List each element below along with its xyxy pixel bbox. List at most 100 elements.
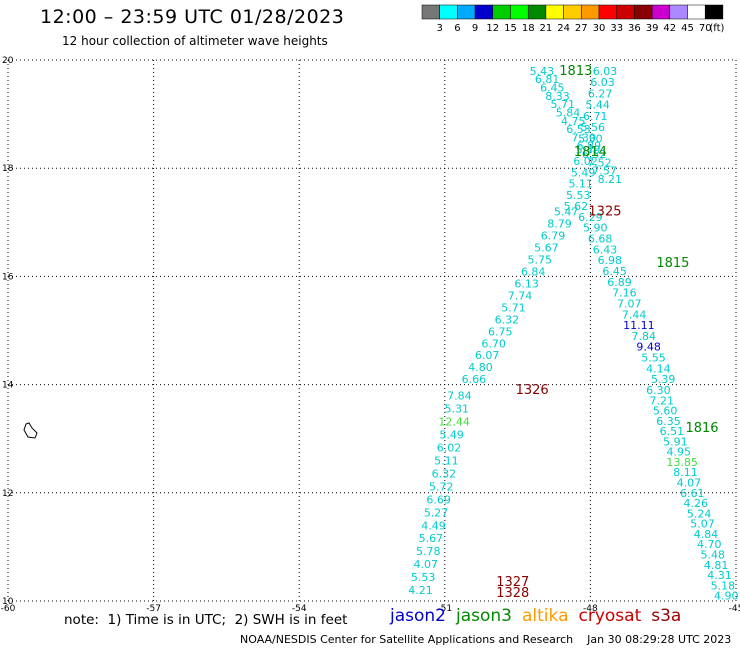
wave-height-value: 6.79 — [541, 229, 566, 242]
wave-height-value: 7.30 — [571, 131, 596, 144]
wave-height-value: 7.16 — [612, 287, 637, 300]
wave-height-value: 5.71 — [501, 301, 526, 314]
wave-height-value: 5.53 — [411, 571, 436, 584]
wave-height-value: 5.67 — [534, 241, 559, 254]
wave-height-value: 7.21 — [649, 394, 674, 407]
wave-height-value: 6.32 — [432, 467, 457, 480]
color-scale-bar: 3 6 9 12 15 18 21 24 27 30 33 36 39 42 45 70(ft) — [421, 4, 725, 34]
color-scale-label: 3 — [437, 23, 443, 34]
wave-height-value: 5.07 — [690, 518, 715, 531]
wave-height-value: 5.47 — [554, 205, 579, 218]
pass-number-label: 1814 — [574, 145, 607, 160]
track: 6.307.215.606.356.515.914.9513.858.114.0… — [646, 384, 738, 603]
wave-height-value: 5.56 — [581, 121, 606, 134]
wave-height-value: 6.84 — [521, 265, 546, 278]
track: 5.478.796.795.675.756.846.137.745.716.32… — [462, 205, 579, 386]
wave-height-value: 5.90 — [583, 222, 608, 235]
pass-number-label: 1815 — [656, 256, 689, 271]
wave-height-value: 6.03 — [590, 76, 615, 89]
wave-height-value: 6.03 — [593, 65, 618, 78]
wave-height-value: 5.49 — [439, 428, 464, 441]
wave-height-value: 8.21 — [598, 173, 623, 186]
wave-height-value: 4.31 — [707, 569, 732, 582]
wave-height-value: 12.44 — [438, 415, 470, 428]
color-scale-label: 27 — [575, 23, 588, 34]
legend-item-jason2: jason2 — [390, 606, 446, 626]
longitude-tick-label: -54 — [292, 604, 307, 614]
color-scale-label: 36 — [628, 23, 641, 34]
wave-height-value: 9.48 — [636, 341, 661, 354]
wave-height-value: 6.29 — [578, 211, 603, 224]
latitude-tick-label: 20 — [2, 56, 14, 66]
longitude-tick-label: -57 — [146, 604, 161, 614]
wave-height-value: 6.51 — [660, 425, 685, 438]
longitude-tick-label: -60 — [1, 604, 16, 614]
wave-height-value: 11.11 — [623, 319, 655, 332]
lat-lon-grid — [7, 59, 737, 602]
latitude-tick-label: 18 — [2, 164, 14, 174]
wave-height-value: 5.71 — [551, 98, 576, 111]
map-subtitle: 12 hour collection of altimeter wave hei… — [62, 34, 328, 48]
wave-height-value: 6.27 — [588, 87, 613, 100]
pass-number-label: 1326 — [516, 383, 549, 398]
latitude-tick-label: 10 — [2, 597, 14, 607]
wave-height-value: 6.89 — [607, 276, 632, 289]
wave-height-value: 6.07 — [475, 349, 500, 362]
legend-item-s3a: s3a — [651, 606, 682, 626]
wave-height-value: 5.55 — [641, 352, 666, 365]
color-scale-label: 42 — [663, 23, 676, 34]
wave-height-value: 5.27 — [424, 506, 449, 519]
color-scale-label: 21 — [540, 23, 553, 34]
color-scale-label: (ft) — [709, 23, 724, 34]
latitude-tick-label: 14 — [2, 381, 14, 391]
wave-height-value: 5.18 — [711, 579, 736, 592]
wave-height-value: 5.31 — [445, 402, 470, 415]
color-scale-label: 39 — [646, 23, 659, 34]
wave-height-value: 5.11 — [434, 454, 459, 467]
wave-height-value: 4.80 — [468, 361, 493, 374]
wave-height-value: 7.57 — [592, 165, 617, 178]
wave-height-value: 6.45 — [602, 265, 627, 278]
color-scale-label: 33 — [610, 23, 623, 34]
wave-height-value: 6.66 — [462, 373, 487, 386]
wave-height-value: 5.72 — [429, 480, 454, 493]
color-scale-label: 24 — [557, 23, 570, 34]
wave-height-value: 8.79 — [547, 217, 572, 230]
island-outline — [23, 422, 38, 439]
track: 7.845.3112.445.496.025.116.325.726.695.2… — [408, 389, 471, 597]
wave-height-value: 5.11 — [568, 178, 593, 191]
wave-height-value: 6.75 — [488, 325, 513, 338]
map-title: 12:00 – 23:59 UTC 01/28/2023 — [40, 6, 345, 28]
latitude-tick-label: 16 — [2, 272, 14, 282]
wave-height-value: 7.84 — [632, 330, 657, 343]
track: 6.295.906.686.436.986.456.897.167.077.44… — [578, 211, 675, 386]
wave-height-value: 6.45 — [540, 81, 565, 94]
color-scale-label: 30 — [593, 23, 606, 34]
wave-height-tracks: 5.436.816.458.335.715.844.756.537.306.89… — [408, 65, 738, 603]
wave-height-value: 5.84 — [556, 106, 581, 119]
wave-height-value: 6.30 — [646, 384, 671, 397]
wave-height-value: 4.07 — [413, 558, 438, 571]
wave-height-value: 5.40 — [576, 144, 601, 157]
wave-height-value: 6.02 — [437, 441, 462, 454]
wave-height-value: 4.90 — [714, 590, 739, 603]
wave-height-value: 6.68 — [588, 233, 613, 246]
color-scale-label: 9 — [472, 23, 478, 34]
pass-number-label: 1327 — [496, 575, 529, 590]
color-swatch — [704, 4, 724, 20]
wave-height-value: 4.75 — [561, 115, 586, 128]
track: 5.436.816.458.335.715.844.756.537.306.89… — [530, 65, 622, 186]
wave-height-value: 6.53 — [566, 123, 591, 136]
wave-height-value: 6.32 — [495, 313, 520, 326]
wave-height-value: 13.85 — [666, 456, 698, 469]
track: 6.036.036.275.446.715.565.305.406.025.49… — [564, 65, 618, 213]
axis-tick-labels: -60 -57 -54 -51 -48 -45 10 12 14 16 18 20 — [1, 56, 740, 614]
wave-height-value: 5.62 — [564, 200, 589, 213]
latitude-tick-label: 12 — [2, 489, 13, 499]
wave-height-value: 7.84 — [447, 389, 472, 402]
longitude-tick-label: -48 — [583, 604, 598, 614]
wave-height-value: 5.30 — [578, 132, 603, 145]
satellite-legend: jason2 jason3 altika cryosat s3a — [390, 606, 681, 626]
wave-height-value: 6.69 — [426, 493, 451, 506]
